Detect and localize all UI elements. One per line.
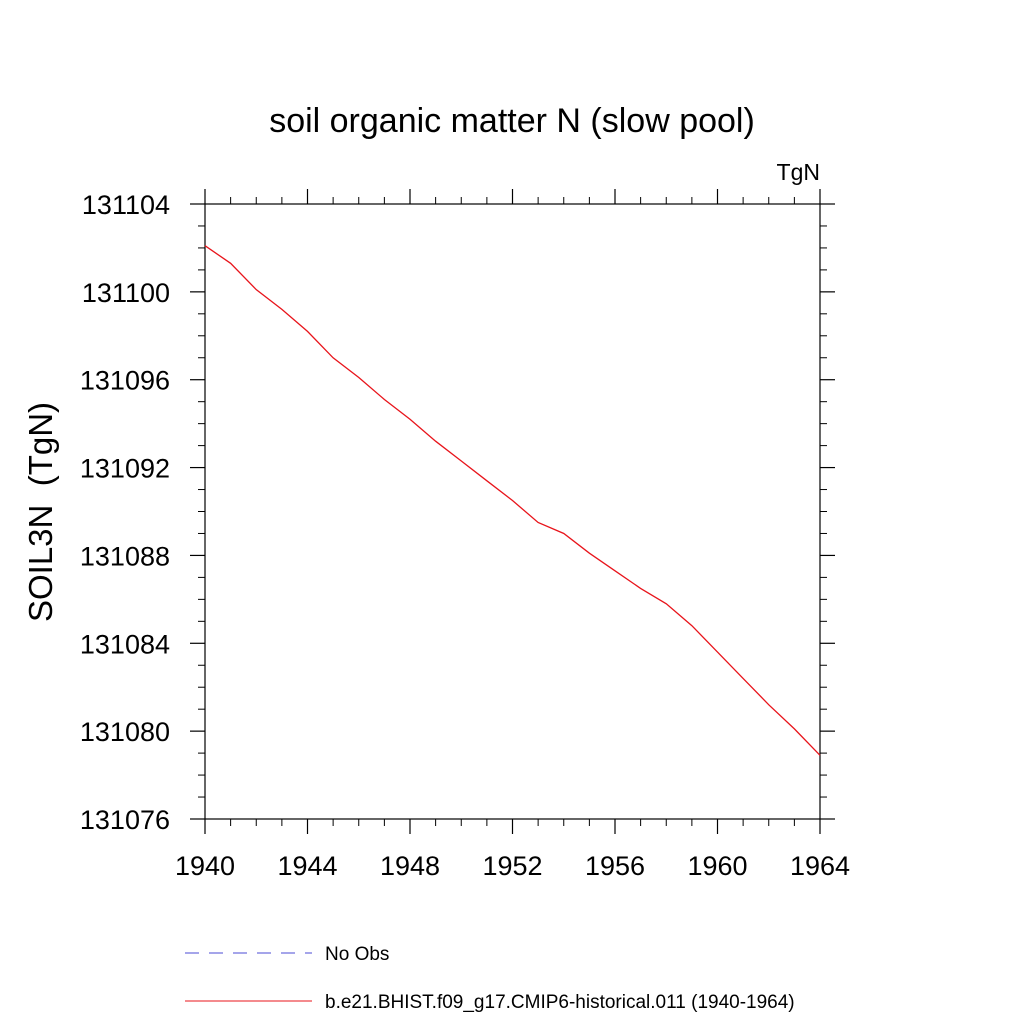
y-tick-label: 131080 (80, 717, 170, 747)
y-tick-label: 131092 (80, 454, 170, 484)
plot-frame (204, 203, 821, 820)
x-tick-label: 1940 (175, 851, 235, 881)
y-tick-label: 131104 (82, 190, 170, 220)
legend-label: b.e21.BHIST.f09_g17.CMIP6-historical.011… (325, 992, 795, 1013)
series-line (204, 245, 821, 756)
x-tick-label: 1944 (277, 851, 337, 881)
series-layer (204, 245, 821, 756)
x-tick-label: 1956 (585, 851, 645, 881)
y-tick-label: 131100 (82, 278, 170, 308)
axes: 131076 131080 131084 131088 131092 131096 1311… (80, 189, 850, 881)
y-tick-label: 131076 (80, 805, 170, 835)
x-tick-label: 1948 (380, 851, 440, 881)
chart-title: soil organic matter N (slow pool) (269, 102, 755, 140)
legend-label: No Obs (325, 944, 389, 965)
x-tick-label: 1952 (482, 851, 542, 881)
x-tick-label: 1960 (687, 851, 747, 881)
units-label: TgN (777, 159, 820, 185)
y-axis-title: SOIL3N (TgN) (22, 402, 59, 622)
y-tick-label: 131084 (80, 629, 170, 659)
y-tick-label: 131096 (80, 366, 170, 396)
x-tick-label: 1964 (790, 851, 850, 881)
y-tick-label: 131088 (80, 541, 170, 571)
legend: No Obs b.e21.BHIST.f09_g17.CMIP6-historic… (185, 944, 795, 1013)
